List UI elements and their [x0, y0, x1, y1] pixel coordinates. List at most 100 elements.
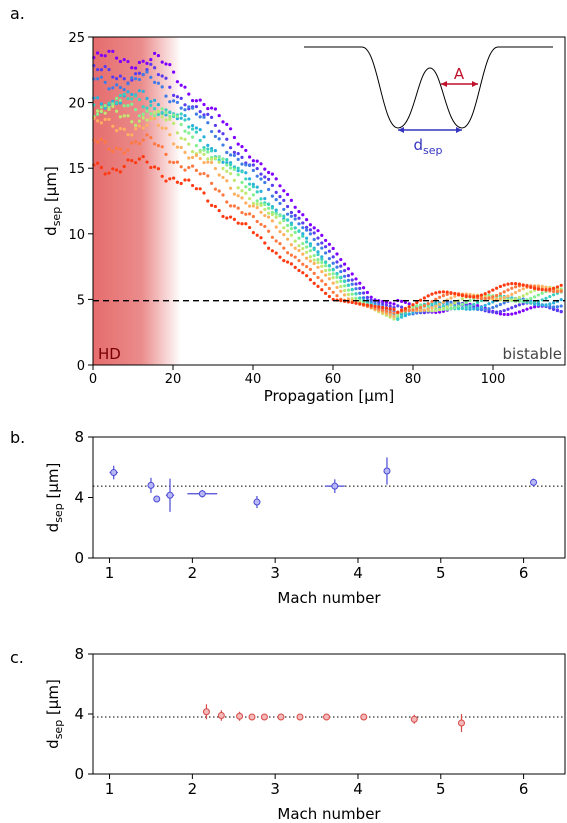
series-1-point	[324, 238, 328, 243]
series-5-point	[251, 185, 255, 189]
series-3-point	[107, 87, 111, 91]
series-1-point	[350, 272, 354, 276]
series-7-point	[460, 297, 464, 301]
series-9-point	[179, 165, 183, 169]
panel-c-chart: 1 2 3 4 5 6 0 4 8 Mach number dsep [µm]	[44, 645, 566, 823]
series-8-point	[324, 273, 328, 277]
series-7-point	[263, 207, 267, 212]
series-5-point	[141, 105, 145, 109]
series-9-point	[210, 181, 214, 185]
series-8-point	[293, 246, 297, 250]
series-6-point	[232, 167, 236, 171]
series-10-point	[559, 283, 563, 287]
series-9-point	[191, 164, 195, 168]
panel-c-y-axis-label-unit: [µm]	[44, 679, 62, 720]
panel-b-y-axis-label-sub: sep	[52, 503, 65, 522]
series-10-point	[202, 191, 206, 195]
series-1-point	[316, 229, 320, 233]
series-1-point	[365, 290, 369, 295]
series-10-point	[498, 284, 502, 289]
series-5-point	[457, 307, 461, 311]
series-6-point	[175, 114, 179, 118]
series-3-point	[559, 304, 563, 308]
panel-b-x-axis-label: Mach number	[277, 589, 381, 607]
series-9-point	[134, 140, 138, 144]
series-3-point	[282, 207, 286, 212]
series-8-point	[99, 121, 103, 125]
panel-b-y-axis-label: dsep [µm]	[44, 463, 65, 533]
series-1-point	[301, 213, 305, 217]
series-10-point	[555, 285, 560, 289]
hd-label: HD	[98, 345, 121, 363]
panel-b-point-8	[383, 457, 391, 485]
series-9-point	[217, 189, 221, 193]
series-4-point	[225, 160, 229, 165]
series-9-point	[407, 308, 411, 313]
data-point	[110, 469, 118, 477]
panel-b-frame	[92, 436, 566, 559]
series-9-point	[308, 267, 312, 271]
series-5-point	[293, 226, 297, 230]
series-10-point	[540, 288, 544, 292]
series-10-point	[419, 298, 423, 302]
x-tick-label: 3	[270, 780, 280, 798]
series-3-point	[350, 282, 354, 286]
series-4-point	[99, 102, 103, 106]
series-9-point	[213, 187, 217, 191]
series-3-point	[278, 201, 282, 206]
series-1-point	[384, 300, 388, 304]
series-8-point	[240, 196, 244, 200]
series-7-point	[164, 118, 168, 122]
series-2-point	[270, 183, 274, 187]
series-1-point	[175, 80, 179, 84]
series-5-point	[358, 296, 362, 300]
series-8-point	[312, 261, 316, 266]
x-tick-label: 80	[405, 372, 422, 387]
series-2-point	[134, 72, 138, 76]
series-2-point	[331, 255, 335, 259]
series-10-point	[255, 233, 259, 237]
series-9-point	[289, 253, 293, 257]
series-5-point	[324, 260, 328, 265]
series-9-point	[335, 294, 339, 298]
series-8-point	[198, 156, 202, 161]
series-10-point	[248, 225, 252, 230]
series-2-point	[381, 302, 385, 306]
series-7-point	[312, 258, 316, 262]
series-10-point	[236, 221, 240, 225]
series-3-point	[240, 162, 244, 166]
series-5-point	[126, 97, 130, 101]
x-tick-label: 3	[270, 564, 280, 582]
series-7-point	[335, 280, 339, 284]
series-3-point	[297, 222, 301, 226]
series-7-point	[232, 178, 236, 183]
bistable-label: bistable	[503, 345, 563, 363]
series-7-point	[225, 169, 229, 173]
series-7-point	[118, 115, 122, 119]
series-7-point	[449, 303, 453, 307]
series-8-point	[130, 133, 134, 137]
series-7-point	[172, 121, 176, 126]
series-8-point	[115, 129, 119, 133]
panel-c-y-axis-label-sub: sep	[52, 720, 65, 739]
series-10-point	[506, 282, 510, 286]
series-5-point	[134, 94, 138, 98]
series-6-point	[445, 307, 449, 311]
series-5-point	[335, 272, 339, 276]
series-9-point	[552, 289, 556, 294]
series-1-point	[118, 59, 122, 64]
series-4-point	[263, 197, 267, 201]
series-7-point	[221, 166, 225, 171]
series-3-point	[206, 121, 210, 125]
series-2-point	[115, 77, 119, 81]
series-7-point	[521, 294, 525, 298]
series-3-point	[415, 311, 419, 315]
series-6-point	[282, 218, 286, 223]
series-1-point	[282, 189, 286, 193]
x-tick-label: 1	[105, 564, 115, 582]
hd-region	[93, 37, 181, 365]
series-7-point	[111, 104, 115, 108]
series-6-point	[320, 260, 324, 264]
series-7-point	[134, 123, 138, 127]
series-3-point	[96, 77, 100, 81]
